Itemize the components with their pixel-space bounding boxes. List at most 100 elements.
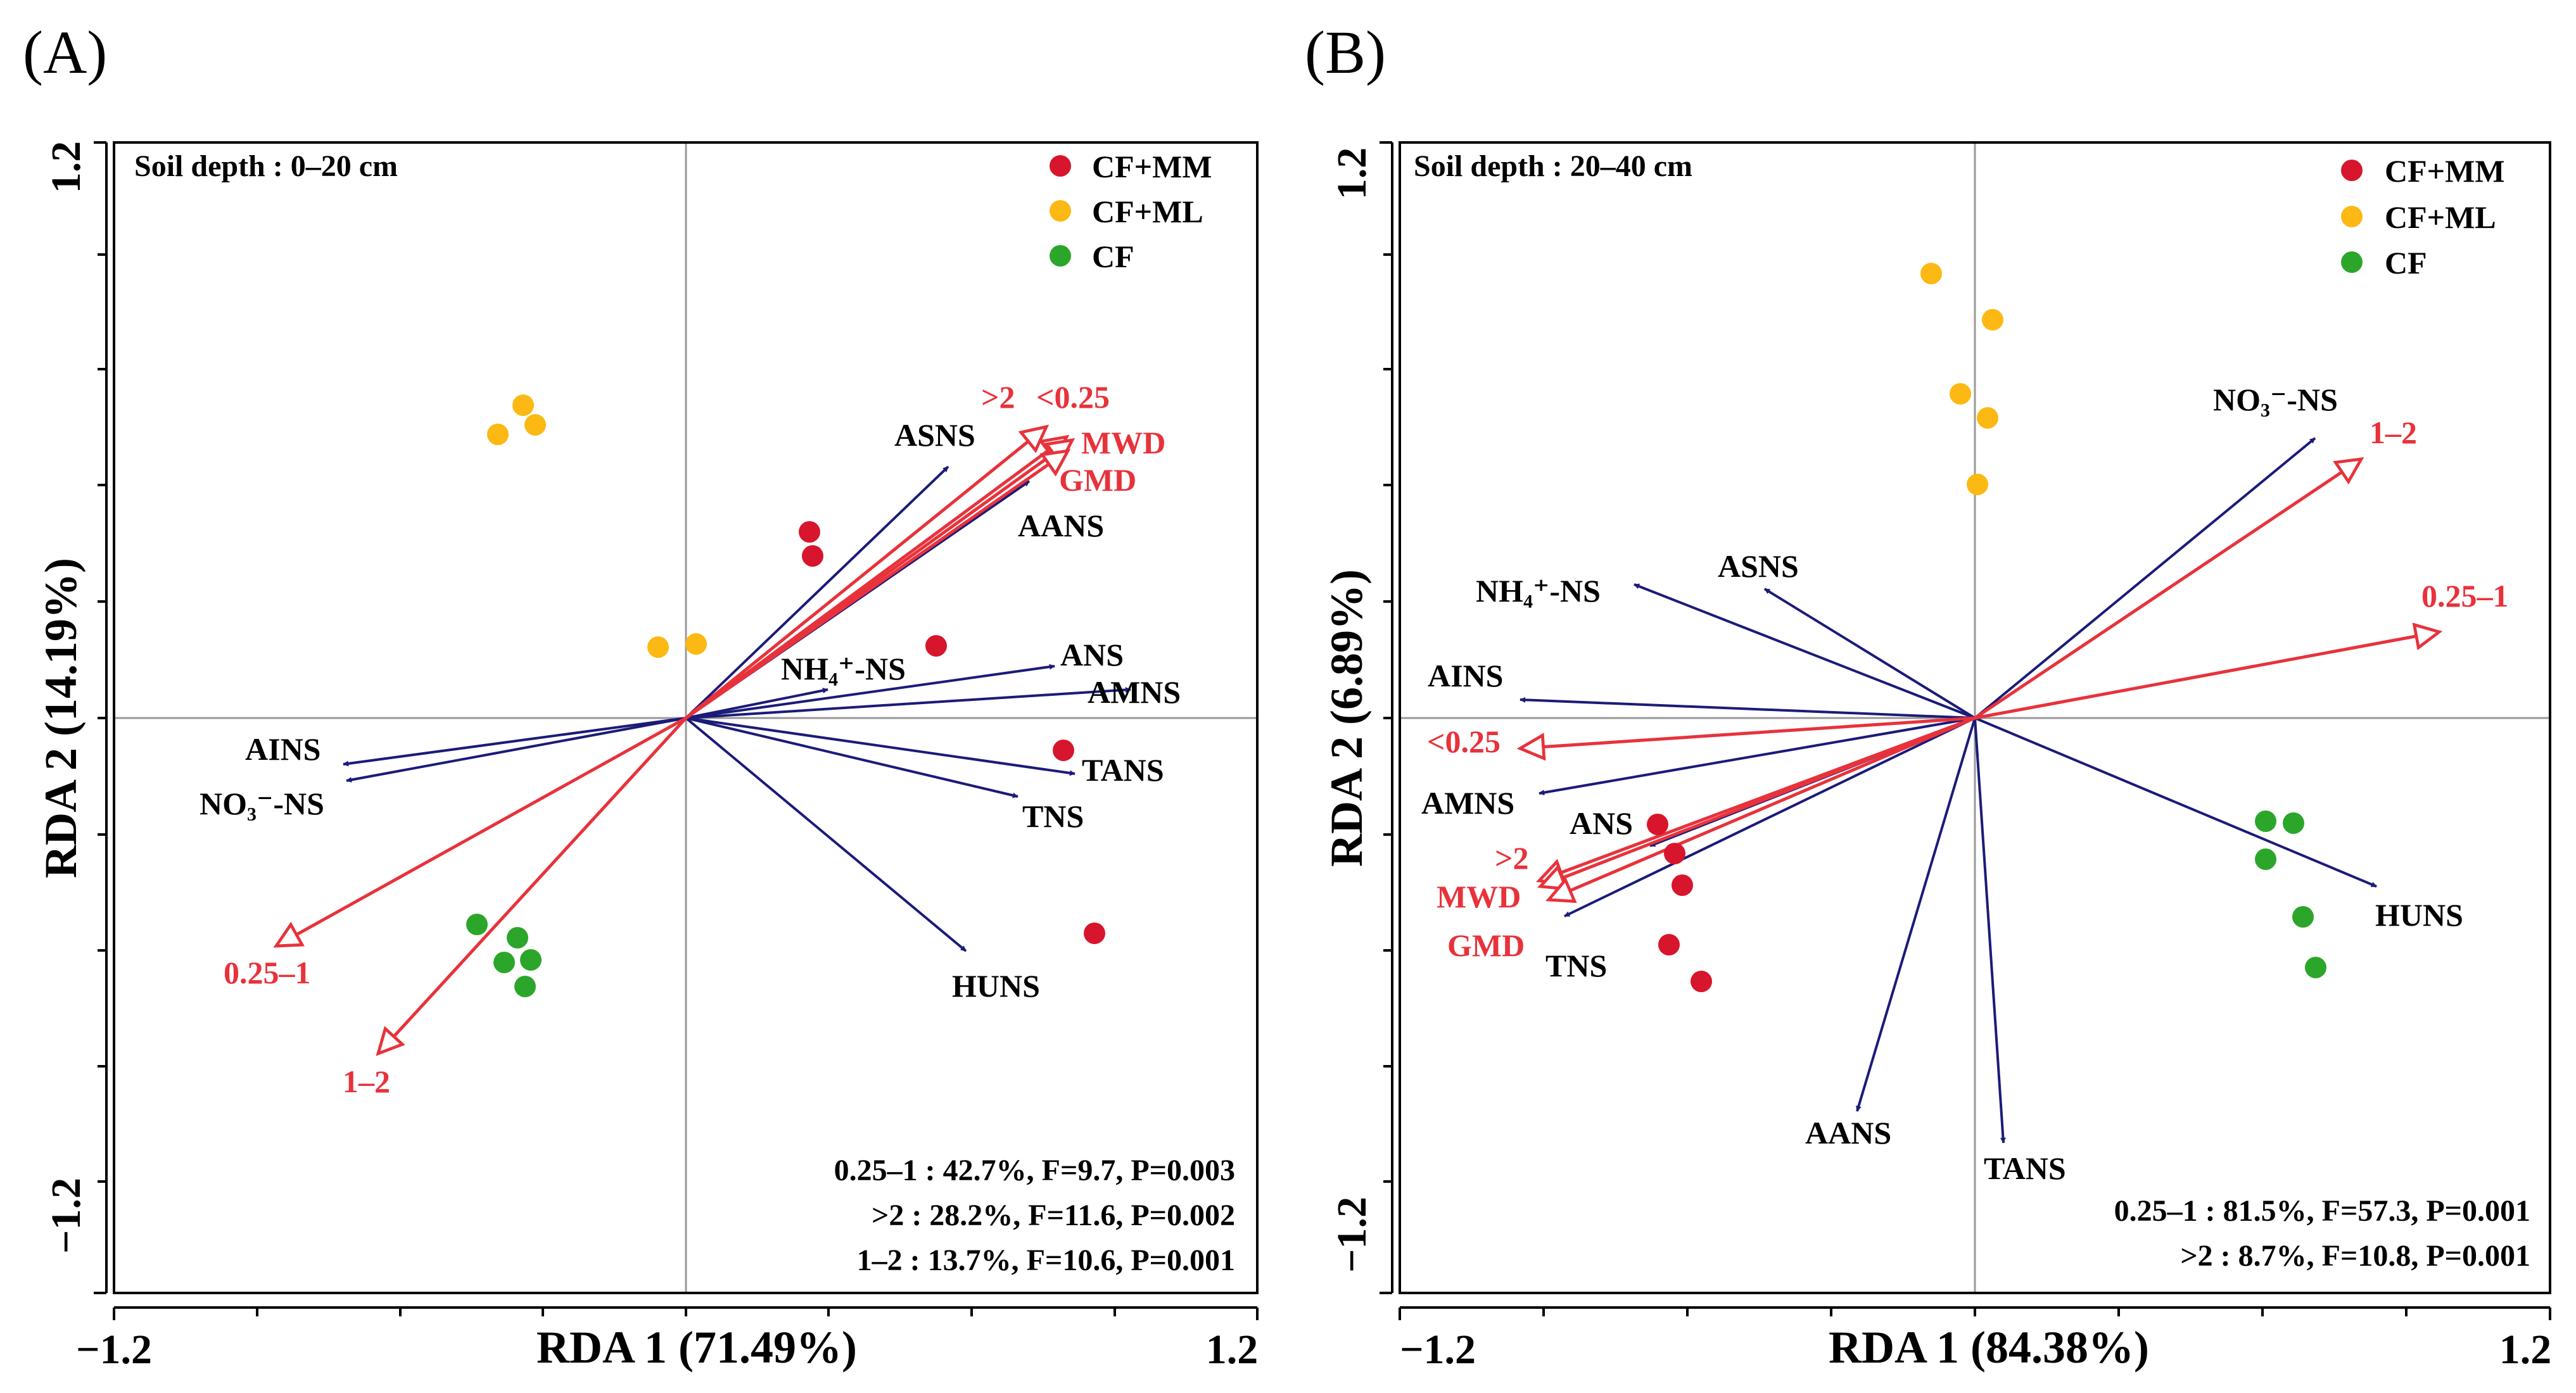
panel-a-legend-label-cf: CF: [1092, 239, 1134, 274]
panel-a-env-arrow-tns: [685, 717, 1018, 798]
panel-a-point-cf-mm: [802, 545, 823, 567]
panel-b-sample-points: [1647, 263, 2326, 992]
panel-b-stats: 0.25–1 : 81.5%, F=57.3, P=0.001 >2 : 8.7…: [2114, 1194, 2530, 1273]
panel-b-point-cf: [2255, 848, 2276, 870]
panel-a-agg-arrow-gmd: [685, 451, 1068, 720]
panel-b-point-cf-ml: [1950, 383, 1971, 405]
panel-a-y-tick-label-max: 1.2: [43, 141, 89, 194]
panel-b-y-tick-label-min: −1.2: [1329, 1197, 1375, 1273]
panel-b-y-axis-title: RDA 2 (6.89%): [1321, 569, 1372, 867]
panel-b-agg-arrow-1-2: [1974, 459, 2361, 720]
panel-a-label-no3-ns: NO₃⁻-NS: [200, 786, 324, 821]
panel-b-legend: CF+MM CF+ML CF: [2341, 153, 2505, 280]
panel-a-legend: CF+MM CF+ML CF: [1050, 149, 1212, 274]
panel-b-x-axis-title: RDA 1 (84.38%): [1829, 1322, 2149, 1373]
panel-a-label-mwd: MWD: [1081, 425, 1165, 460]
panel-a: (A) −1.2 1.2 RDA 1 (71.49%): [23, 18, 1259, 1373]
panel-b-env-arrow-aans: [1856, 717, 1976, 1112]
panel-b-label-aans: AANS: [1805, 1115, 1891, 1150]
panel-b-env-arrow-tns: [1564, 717, 1976, 917]
panel-b-label-no3-ns: NO₃⁻-NS: [2213, 382, 2338, 417]
panel-b-agg-arrow-025-1: [1974, 632, 2439, 720]
panel-b-point-cf-mm: [1647, 814, 1668, 835]
panel-b-env-arrow-amns: [1539, 717, 1976, 796]
panel-a-env-arrow-no3-ns: [346, 717, 687, 783]
panel-a-label-gmd: GMD: [1059, 462, 1136, 498]
panel-a-point-cf-mm: [1053, 740, 1074, 761]
panel-b-point-cf-mm: [1664, 843, 1685, 864]
panel-a-env-arrow-huns: [685, 717, 967, 952]
panel-b-env-arrow-nh4-ns: [1634, 583, 1976, 719]
panel-b-label-ains: AINS: [1428, 658, 1503, 693]
panel-a-point-cf-mm: [1084, 923, 1105, 944]
panel-b-vector-labels: NO₃⁻-NS ASNS NH₄⁺-NS AINS AMNS ANS TNS A…: [1421, 382, 2509, 1186]
panel-a-sample-points: [466, 394, 1105, 997]
panel-b-label-025-1: 0.25–1: [2421, 578, 2509, 614]
panel-b-stat-line: 0.25–1 : 81.5%, F=57.3, P=0.001: [2114, 1194, 2530, 1228]
panel-b-point-cf-mm: [1658, 934, 1680, 955]
panel-b-x-tick-label-min: −1.2: [1400, 1327, 1476, 1373]
panel-a-legend-marker-cf-ml: [1050, 200, 1071, 222]
panel-a-label-amns: AMNS: [1088, 674, 1181, 710]
panel-a-point-cf-ml: [647, 636, 669, 658]
panel-a-stats: 0.25–1 : 42.7%, F=9.7, P=0.003 >2 : 28.2…: [834, 1154, 1235, 1277]
panel-b-label-nh4-ns: NH₄⁺-NS: [1476, 573, 1601, 608]
panel-b-legend-label-cf-ml: CF+ML: [2385, 199, 2496, 235]
panel-b: (B) −1.2 1.2 RDA 1 (84.38%): [1305, 18, 2551, 1373]
panel-b-x-tick-label-max: 1.2: [2499, 1327, 2552, 1373]
panel-b-point-cf-ml: [1982, 309, 2003, 331]
panel-a-point-cf-ml: [524, 414, 546, 436]
panel-b-env-vectors: [1520, 437, 2377, 1144]
panel-a-x-axis: −1.2 1.2 RDA 1 (71.49%): [76, 1306, 1259, 1373]
panel-a-label-nh4-ns: NH₄⁺-NS: [781, 651, 906, 686]
panel-a-legend-marker-cf-mm: [1050, 155, 1071, 177]
panel-b-point-cf: [2292, 906, 2314, 928]
panel-a-agg-arrow-gt2: [685, 427, 1046, 719]
panel-a-legend-label-cf-mm: CF+MM: [1092, 149, 1212, 184]
panel-a-point-cf: [507, 927, 528, 949]
panel-b-point-cf-mm: [1691, 971, 1712, 992]
panel-a-label-huns: HUNS: [952, 968, 1040, 1004]
panel-b-stat-line: >2 : 8.7%, F=10.8, P=0.001: [2180, 1239, 2530, 1273]
panel-b-point-cf-ml: [1977, 407, 1998, 429]
panel-b-label-gmd: GMD: [1447, 928, 1525, 963]
panel-a-y-axis-title: RDA 2 (14.19%): [35, 558, 86, 878]
panel-b-legend-label-cf-mm: CF+MM: [2385, 153, 2505, 189]
panel-b-label-mwd: MWD: [1437, 879, 1521, 914]
panel-b-env-arrow-no3-ns: [1974, 437, 2316, 719]
panel-b-label-tans: TANS: [1984, 1150, 2066, 1186]
panel-b-y-tick-label-max: 1.2: [1329, 148, 1375, 200]
panel-b-legend-label-cf: CF: [2385, 245, 2427, 280]
panel-b-point-cf-ml: [1967, 474, 1988, 495]
panel-a-point-cf-ml: [685, 633, 707, 655]
panel-b-soil-depth-label: Soil depth : 20–40 cm: [1414, 149, 1692, 183]
panel-a-env-arrow-nh4-ns: [685, 688, 828, 719]
panel-b-aggregate-vectors: [1520, 459, 2439, 900]
panel-b-agg-arrow-lt025: [1520, 716, 1976, 748]
panel-a-point-cf-mm: [799, 521, 820, 543]
panel-b-env-arrow-huns: [1974, 717, 2377, 888]
panel-b-point-cf-ml: [1920, 263, 1942, 284]
panel-a-point-cf-mm: [925, 635, 947, 657]
panel-a-label-aans: AANS: [1018, 508, 1104, 543]
panel-b-label-gt2: >2: [1495, 840, 1529, 876]
panel-a-point-cf: [493, 952, 515, 973]
panel-a-label-ans: ANS: [1060, 637, 1124, 672]
panel-a-env-arrow-asns: [685, 465, 949, 719]
panel-b-label-lt025: <0.25: [1427, 724, 1501, 759]
panel-b-label-huns: HUNS: [2375, 897, 2463, 933]
panel-a-y-tick-label-min: −1.2: [43, 1178, 89, 1254]
panel-b-point-cf: [2283, 812, 2304, 834]
panel-b-legend-marker-cf: [2341, 251, 2363, 273]
panel-b-x-axis: −1.2 1.2 RDA 1 (84.38%): [1399, 1306, 2552, 1373]
panel-a-legend-marker-cf: [1050, 245, 1071, 267]
panel-b-legend-marker-cf-mm: [2341, 160, 2363, 181]
panel-b-label: (B): [1305, 18, 1386, 86]
panel-a-label-asns: ASNS: [894, 417, 975, 453]
panel-a-env-vectors: [343, 465, 1131, 952]
panel-a-env-arrow-ans: [685, 664, 1055, 719]
panel-a-point-cf-ml: [512, 394, 534, 416]
panel-a-env-arrow-tans: [685, 717, 1075, 776]
panel-a-point-cf: [514, 976, 536, 997]
